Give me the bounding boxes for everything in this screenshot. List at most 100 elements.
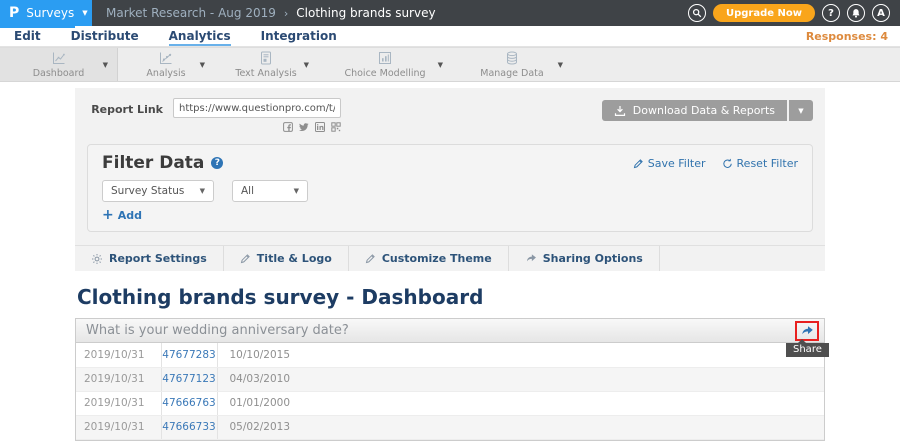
response-date-cell: 2019/10/31 xyxy=(76,415,162,440)
answer-cell: 01/01/2000 xyxy=(217,391,824,416)
question-header: What is your wedding anniversary date? S… xyxy=(76,319,829,357)
response-date-cell: 2019/10/31 xyxy=(76,391,162,416)
filter-type-value: Survey Status xyxy=(111,185,185,197)
upgrade-now-label: Upgrade Now xyxy=(725,7,802,19)
report-link-label: Report Link xyxy=(91,103,163,116)
question-mark-icon: ? xyxy=(828,7,834,19)
toolbar-choice-modelling[interactable]: Choice Modelling ▼ xyxy=(318,48,452,81)
filter-help-icon[interactable]: ? xyxy=(211,157,224,169)
tab-title-logo[interactable]: Title & Logo xyxy=(224,246,349,271)
pencil-icon xyxy=(633,158,644,169)
analytics-toolbar: Dashboard ▼ Analysis ▼ Text Analysis ▼ C… xyxy=(0,47,900,82)
chevron-down-icon[interactable]: ▼ xyxy=(557,60,563,69)
filter-type-select[interactable]: Survey Status ▼ xyxy=(102,180,214,202)
question-panel: What is your wedding anniversary date? S… xyxy=(75,318,829,441)
responses-count[interactable]: Responses: 4 xyxy=(805,29,888,43)
report-settings-panel: Report Link xyxy=(75,88,825,271)
survey-nav: Edit Distribute Analytics Integration Re… xyxy=(0,26,900,47)
response-id-link[interactable]: 47666763 xyxy=(161,391,218,416)
add-filter-link[interactable]: + Add xyxy=(102,208,142,222)
brand-accent-line xyxy=(0,26,75,28)
filter-value-select[interactable]: All ▼ xyxy=(232,180,308,202)
download-data-reports-button[interactable]: Download Data & Reports xyxy=(601,100,787,121)
responses-table: 2019/10/31 47677283 10/10/2015 2019/10/3… xyxy=(76,343,824,440)
toolbar-manage-data[interactable]: Manage Data ▼ xyxy=(452,48,572,81)
save-filter-link[interactable]: Save Filter xyxy=(633,157,706,170)
text-document-icon xyxy=(258,50,274,66)
tab-report-settings[interactable]: Report Settings xyxy=(75,246,224,271)
download-options-caret[interactable]: ▼ xyxy=(789,100,813,121)
nav-item-integration[interactable]: Integration xyxy=(260,29,337,43)
response-id-link[interactable]: 47677123 xyxy=(161,367,218,392)
reset-filter-link[interactable]: Reset Filter xyxy=(722,157,798,170)
toolbar-dashboard[interactable]: Dashboard ▼ xyxy=(0,48,118,81)
response-id-link[interactable]: 47677283 xyxy=(161,343,218,368)
filter-data-title: Filter Data xyxy=(102,153,205,173)
chevron-down-icon[interactable]: ▼ xyxy=(437,60,443,69)
toolbar-manage-data-label: Manage Data xyxy=(480,68,544,79)
bell-icon xyxy=(851,8,861,19)
save-filter-label: Save Filter xyxy=(647,156,706,170)
facebook-icon[interactable] xyxy=(283,122,293,132)
breadcrumb-separator: › xyxy=(283,6,289,20)
download-label: Download Data & Reports xyxy=(632,104,775,117)
share-tooltip-label: Share xyxy=(793,343,822,355)
share-tooltip: Share xyxy=(786,338,829,357)
nav-item-distribute[interactable]: Distribute xyxy=(70,29,139,43)
tab-report-settings-label: Report Settings xyxy=(109,252,207,265)
tab-sharing-options[interactable]: Sharing Options xyxy=(509,246,660,271)
top-bar-actions: Upgrade Now ? A xyxy=(687,4,900,22)
choice-chart-icon xyxy=(377,50,393,66)
answer-cell: 10/10/2015 xyxy=(217,343,824,368)
plus-icon: + xyxy=(102,207,114,223)
nav-item-analytics[interactable]: Analytics xyxy=(169,26,231,46)
line-chart-icon xyxy=(51,50,67,66)
notifications-button[interactable] xyxy=(847,4,865,22)
tab-customize-theme[interactable]: Customize Theme xyxy=(349,246,509,271)
reset-icon xyxy=(722,158,733,169)
response-id-link[interactable]: 47666733 xyxy=(161,415,218,440)
report-link-input[interactable] xyxy=(173,98,341,118)
response-date-cell: 2019/10/31 xyxy=(76,343,162,368)
share-icon xyxy=(525,253,537,264)
response-date-cell: 2019/10/31 xyxy=(76,367,162,392)
answer-cell: 05/02/2013 xyxy=(217,415,824,440)
share-button[interactable] xyxy=(800,325,814,337)
toolbar-dashboard-label: Dashboard xyxy=(32,68,85,79)
chevron-down-icon[interactable]: ▼ xyxy=(102,60,108,69)
page-title: Clothing brands survey - Dashboard xyxy=(77,285,484,309)
table-row: 2019/10/31 47666763 01/01/2000 xyxy=(76,391,824,416)
linkedin-icon[interactable] xyxy=(315,122,325,132)
chevron-down-icon[interactable]: ▼ xyxy=(303,60,309,69)
table-row: 2019/10/31 47677283 10/10/2015 xyxy=(76,343,824,368)
reset-filter-label: Reset Filter xyxy=(736,156,798,170)
breadcrumb-folder[interactable]: Market Research - Aug 2019 xyxy=(106,6,276,20)
chevron-down-icon[interactable]: ▼ xyxy=(199,60,205,69)
content-area: Report Link xyxy=(75,88,829,441)
embed-icon[interactable] xyxy=(331,122,341,132)
download-icon xyxy=(614,105,626,117)
social-share-row xyxy=(173,122,341,132)
top-bar: P Surveys ▼ Market Research - Aug 2019 ›… xyxy=(0,0,900,26)
share-annotation-box xyxy=(795,320,819,341)
chevron-down-icon: ▼ xyxy=(293,187,299,195)
product-name: Surveys xyxy=(26,6,75,20)
search-button[interactable] xyxy=(687,4,706,22)
tab-title-logo-label: Title & Logo xyxy=(256,252,332,265)
report-settings-tabs: Report Settings Title & Logo Customize T… xyxy=(75,245,825,271)
twitter-icon[interactable] xyxy=(299,122,309,132)
toolbar-text-analysis[interactable]: Text Analysis ▼ xyxy=(214,48,318,81)
toolbar-analysis[interactable]: Analysis ▼ xyxy=(118,48,214,81)
upgrade-now-button[interactable]: Upgrade Now xyxy=(712,4,815,22)
product-switcher[interactable]: P Surveys ▼ xyxy=(0,0,92,26)
search-icon xyxy=(692,8,702,18)
help-button[interactable]: ? xyxy=(822,4,840,22)
nav-item-edit[interactable]: Edit xyxy=(14,29,41,43)
breadcrumb: Market Research - Aug 2019 › Clothing br… xyxy=(106,6,436,20)
add-filter-label: Add xyxy=(117,208,142,222)
answer-cell: 04/03/2010 xyxy=(217,367,824,392)
filter-value: All xyxy=(241,185,255,197)
account-avatar[interactable]: A xyxy=(872,4,890,22)
tooltip-arrow xyxy=(798,338,806,343)
question-title: What is your wedding anniversary date? xyxy=(86,323,349,338)
